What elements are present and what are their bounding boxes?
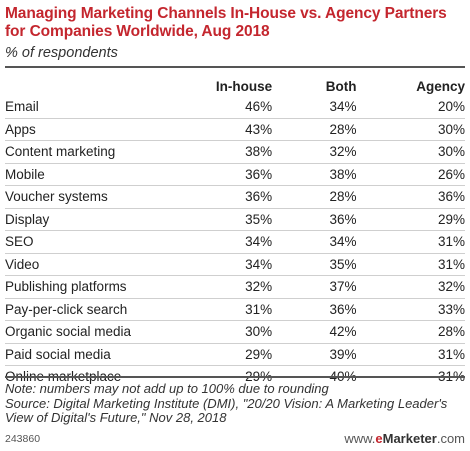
cell-both: 37% [272,275,357,299]
table-row: Publishing platforms 32% 37% 32% [5,275,465,299]
cell-in-house: 46% [163,96,273,119]
cell-both: 34% [272,96,357,119]
table-row: Voucher systems 36% 28% 36% [5,185,465,209]
table-row: Video 34% 35% 31% [5,253,465,276]
column-header-agency: Agency [416,78,465,94]
cell-agency: 30% [356,140,465,164]
chart-id: 243860 [5,433,41,445]
table-row: Organic social media 30% 42% 28% [5,320,465,344]
cell-in-house: 36% [163,185,273,209]
cell-agency: 29% [356,208,465,231]
cell-in-house: 34% [163,253,273,276]
cell-both: 34% [272,230,357,254]
cell-both: 35% [272,253,357,276]
brand-suffix: .com [436,431,465,446]
cell-agency: 20% [356,96,465,119]
row-label: SEO [5,230,164,254]
table-header-row: In-house Both Agency [5,76,465,96]
cell-in-house: 29% [163,343,273,366]
cell-in-house: 30% [163,320,273,344]
cell-both: 36% [272,298,357,321]
data-table: In-house Both Agency Email 46% 34% 20% Apps 4… [5,76,465,388]
table-body: Email 46% 34% 20% Apps 43% 28% 30% Content marke… [5,96,465,388]
footer-divider [5,376,465,378]
row-label: Video [5,253,164,276]
row-label: Mobile [5,163,164,186]
row-label: Publishing platforms [5,275,164,299]
cell-both: 42% [272,320,357,344]
table-row: Display 35% 36% 29% [5,208,465,231]
cell-agency: 33% [356,298,465,321]
cell-in-house: 32% [163,275,273,299]
table-row: Mobile 36% 38% 26% [5,163,465,186]
row-label: Organic social media [5,320,164,344]
table-row: SEO 34% 34% 31% [5,230,465,254]
column-header-in-house: In-house [215,78,273,94]
cell-both: 38% [272,163,357,186]
row-label: Email [5,96,164,119]
cell-both: 28% [272,118,357,141]
cell-both: 28% [272,185,357,209]
cell-both: 39% [272,343,357,366]
cell-both: 36% [272,208,357,231]
brand-e: e [375,431,383,446]
cell-agency: 28% [356,320,465,344]
cell-in-house: 38% [163,140,273,164]
row-label: Voucher systems [5,185,164,209]
table-row: Email 46% 34% 20% [5,96,465,119]
cell-in-house: 35% [163,208,273,231]
cell-in-house: 36% [163,163,273,186]
table-row: Paid social media 29% 39% 31% [5,343,465,366]
cell-agency: 32% [356,275,465,299]
note-text: Note: numbers may not add up to 100% due… [5,381,329,396]
brand-logo: www.eMarketer.com [344,431,465,446]
brand-prefix: www. [344,431,376,446]
row-label: Display [5,208,164,231]
cell-in-house: 31% [163,298,273,321]
chart-title: Managing Marketing Channels In-House vs.… [5,5,447,40]
header-divider [5,66,465,68]
table-row: Content marketing 38% 32% 30% [5,140,465,164]
table-row: Pay-per-click search 31% 36% 33% [5,298,465,321]
cell-agency: 31% [356,230,465,254]
cell-agency: 31% [356,343,465,366]
cell-in-house: 34% [163,230,273,254]
row-label: Apps [5,118,164,141]
column-header-both: Both [325,78,357,94]
table-row: Apps 43% 28% 30% [5,118,465,141]
cell-agency: 31% [356,253,465,276]
row-label: Pay-per-click search [5,298,164,321]
footnotes: Note: numbers may not add up to 100% due… [5,381,465,426]
column-header-category [5,76,164,96]
source-text: Source: Digital Marketing Institute (DMI… [5,395,448,425]
cell-agency: 36% [356,185,465,209]
row-label: Content marketing [5,140,164,164]
chart-subtitle: % of respondents [5,45,118,61]
cell-agency: 30% [356,118,465,141]
row-label: Paid social media [5,343,164,366]
cell-agency: 26% [356,163,465,186]
cell-both: 32% [272,140,357,164]
brand-name: Marketer [382,431,437,446]
cell-in-house: 43% [163,118,273,141]
